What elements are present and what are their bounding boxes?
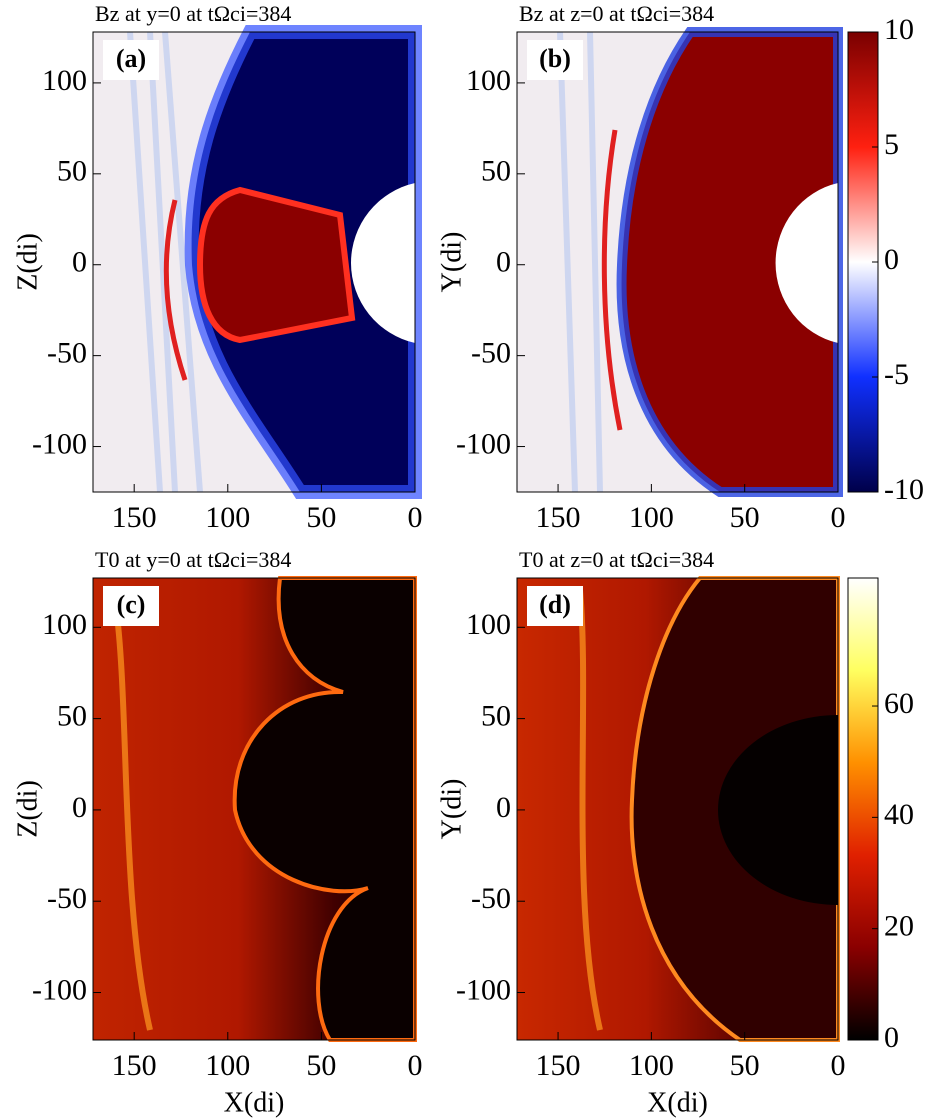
x-axis-label: X(di) (647, 1087, 708, 1118)
panel-label-box (527, 40, 583, 80)
panel-label-box (103, 40, 159, 80)
colorbar-tick-label: 60 (884, 687, 914, 720)
panel-title: T0 at z=0 at tΩci=384 (519, 547, 714, 572)
y-tick-label: 50 (57, 699, 87, 732)
colorbar-tick-label: 40 (884, 798, 914, 831)
y-tick-label: 50 (57, 155, 87, 188)
plot-frame (92, 31, 416, 493)
field-a (93, 25, 422, 499)
panel-label-box (527, 586, 583, 626)
colorbar-tick-label: 10 (884, 13, 914, 46)
colorbar-tick-label: 20 (884, 910, 914, 943)
y-axis-label: Y(di) (436, 232, 467, 293)
y-tick-label: 50 (481, 699, 511, 732)
y-tick-label: 50 (481, 155, 511, 188)
x-tick-label: 150 (112, 1049, 157, 1082)
x-tick-label: 50 (730, 1049, 760, 1082)
x-tick-label: 0 (831, 501, 846, 534)
colorbar-tick-label: 0 (884, 243, 899, 276)
panel-label: (c) (117, 590, 146, 619)
plot-frame (516, 31, 839, 493)
panel-label-box (103, 586, 159, 626)
colorbar-tick-label: -5 (884, 358, 909, 391)
panel-label: (b) (539, 44, 571, 73)
panel-label: (d) (539, 590, 571, 619)
y-tick-label: -100 (456, 973, 511, 1006)
x-tick-label: 0 (408, 1049, 423, 1082)
y-tick-label: 0 (72, 246, 87, 279)
x-tick-label: 100 (205, 501, 250, 534)
x-tick-label: 150 (536, 501, 581, 534)
y-tick-label: -100 (456, 427, 511, 460)
field-b (517, 27, 843, 497)
y-tick-label: 0 (496, 791, 511, 824)
y-tick-label: 0 (72, 791, 87, 824)
field-c (93, 576, 417, 1042)
colorbar (847, 577, 879, 1041)
plot-frame (516, 577, 839, 1041)
x-tick-label: 100 (629, 501, 674, 534)
field-d (517, 576, 840, 1042)
y-tick-label: -50 (47, 882, 87, 915)
y-axis-label: Y(di) (436, 779, 467, 840)
x-tick-label: 0 (408, 501, 423, 534)
y-tick-label: 100 (466, 64, 511, 97)
y-tick-label: 0 (496, 246, 511, 279)
y-tick-label: -100 (32, 973, 87, 1006)
y-tick-label: 100 (42, 608, 87, 641)
panel-title: Bz at z=0 at tΩci=384 (519, 1, 714, 26)
y-axis-label: Z(di) (12, 233, 43, 291)
y-tick-label: -100 (32, 427, 87, 460)
plot-frame (92, 577, 416, 1041)
x-tick-label: 50 (730, 501, 760, 534)
y-tick-label: 100 (42, 64, 87, 97)
x-tick-label: 150 (536, 1049, 581, 1082)
x-tick-label: 50 (306, 1049, 336, 1082)
y-tick-label: 100 (466, 608, 511, 641)
colorbar-tick-label: -10 (884, 473, 924, 506)
x-axis-label: X(di) (224, 1087, 285, 1118)
x-tick-label: 50 (306, 501, 336, 534)
y-tick-label: -50 (47, 337, 87, 370)
x-tick-label: 0 (831, 1049, 846, 1082)
y-tick-label: -50 (471, 337, 511, 370)
y-axis-label: Z(di) (12, 780, 43, 838)
x-tick-label: 150 (112, 501, 157, 534)
panel-title: Bz at y=0 at tΩci=384 (95, 1, 291, 26)
panel-title: T0 at y=0 at tΩci=384 (95, 547, 291, 572)
x-tick-label: 100 (629, 1049, 674, 1082)
panel-label: (a) (116, 44, 146, 73)
y-tick-label: -50 (471, 882, 511, 915)
colorbar-tick-label: 5 (884, 128, 899, 161)
colorbar-tick-label: 0 (884, 1021, 899, 1054)
x-tick-label: 100 (205, 1049, 250, 1082)
